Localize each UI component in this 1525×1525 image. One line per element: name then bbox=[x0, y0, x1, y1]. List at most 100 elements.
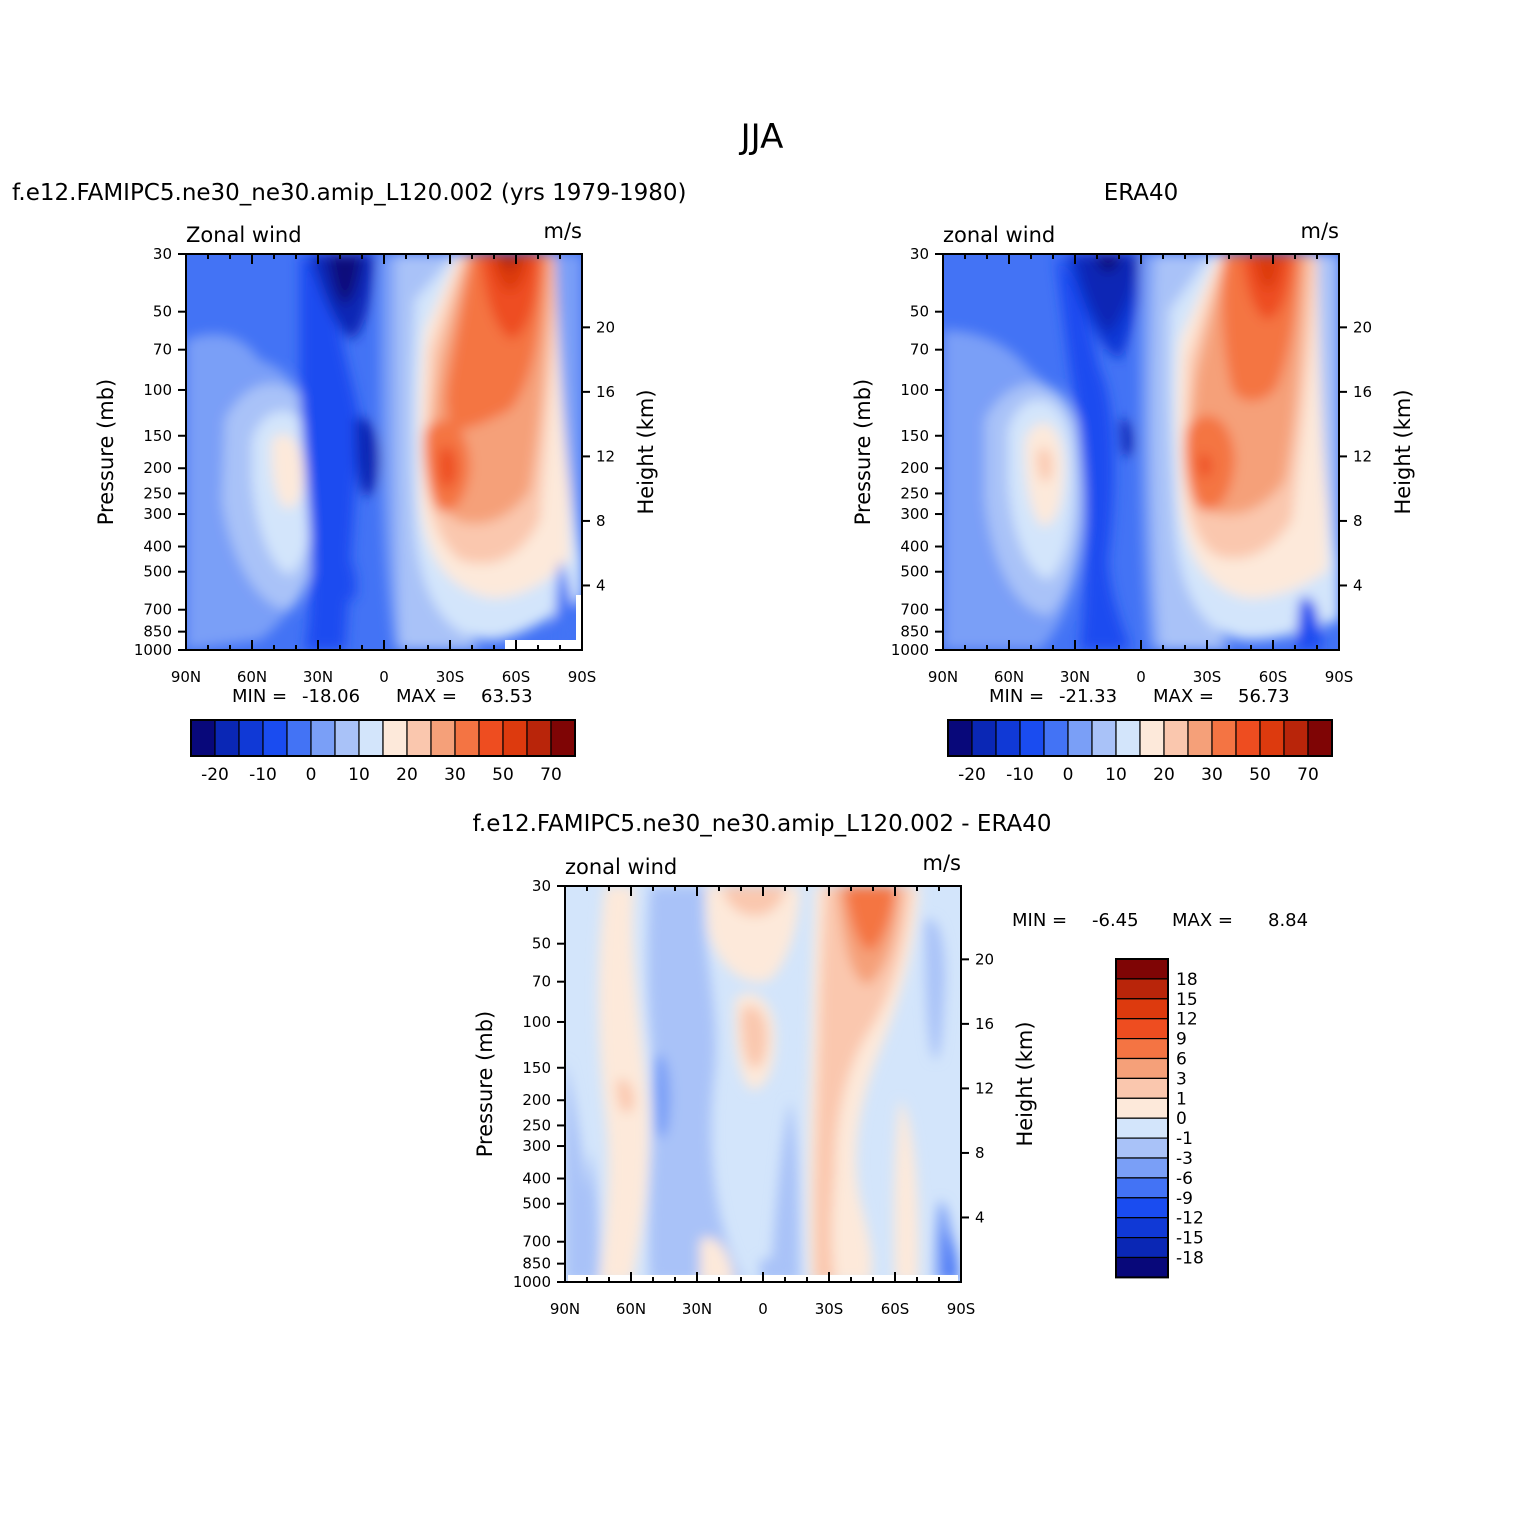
panel-model-min-value: -18.06 bbox=[302, 686, 360, 707]
pressure-tick-label: 150 bbox=[143, 427, 172, 445]
colorbar-swatch bbox=[1115, 1197, 1169, 1219]
colorbar-swatch bbox=[1115, 1137, 1169, 1159]
colorbar-label: -6 bbox=[1176, 1169, 1193, 1189]
height-tick-label: 20 bbox=[975, 950, 994, 968]
panel-model-max-value: 63.53 bbox=[481, 686, 533, 707]
panel-model-min-label: MIN = bbox=[232, 686, 287, 707]
colorbar-label: -3 bbox=[1176, 1149, 1193, 1169]
panel-difference-min-value: -6.45 bbox=[1092, 910, 1139, 931]
panel-model-right-string: m/s bbox=[544, 219, 582, 243]
lat-tick-label: 30N bbox=[1060, 668, 1090, 686]
panel-obs-pressure-label: Pressure (mb) bbox=[851, 379, 875, 526]
colorbar-swatch bbox=[1115, 1117, 1169, 1139]
panel-difference-right-string: m/s bbox=[923, 851, 961, 875]
colorbar-swatch bbox=[1115, 1177, 1169, 1199]
panel-difference-subtitle: f.e12.FAMIPC5.ne30_ne30.amip_L120.002 - … bbox=[472, 811, 1051, 837]
panel-obs-colorbar: -20 -10 0 10 20 30 50 70 bbox=[947, 719, 1333, 785]
colorbar-swatch bbox=[1139, 719, 1165, 757]
panel-model: f.e12.FAMIPC5.ne30_ne30.amip_L120.002 (y… bbox=[12, 180, 687, 785]
pressure-tick-label: 200 bbox=[143, 459, 172, 477]
colorbar-label: 15 bbox=[1176, 990, 1198, 1010]
colorbar-label: 18 bbox=[1176, 970, 1198, 990]
pressure-tick-label: 200 bbox=[522, 1091, 551, 1109]
height-tick-label: 16 bbox=[1353, 383, 1372, 401]
lat-tick-label: 60N bbox=[616, 1300, 646, 1318]
panel-model-subtitle: f.e12.FAMIPC5.ne30_ne30.amip_L120.002 (y… bbox=[12, 180, 687, 206]
panel-model-colorbar: -20 -10 0 10 20 30 50 70 bbox=[190, 719, 576, 785]
colorbar-label: 50 bbox=[1249, 765, 1271, 785]
pressure-tick-label: 100 bbox=[143, 381, 172, 399]
colorbar-swatch bbox=[550, 719, 576, 757]
panel-difference-max-value: 8.84 bbox=[1268, 910, 1308, 931]
colorbar-swatch bbox=[1115, 1236, 1169, 1259]
colorbar-swatch bbox=[286, 719, 312, 757]
colorbar-label: 30 bbox=[444, 765, 466, 785]
colorbar-swatch bbox=[214, 719, 240, 757]
pressure-tick-label: 30 bbox=[910, 245, 929, 263]
pressure-tick-label: 50 bbox=[153, 303, 172, 321]
colorbar-label: 50 bbox=[492, 765, 514, 785]
panel-obs-height-label: Height (km) bbox=[1391, 389, 1415, 514]
lat-tick-label: 60S bbox=[881, 1300, 910, 1318]
colorbar-swatch bbox=[971, 719, 997, 757]
colorbar-label: -15 bbox=[1176, 1229, 1204, 1249]
colorbar-swatch bbox=[1235, 719, 1261, 757]
colorbar-swatch bbox=[1115, 1057, 1169, 1079]
lat-tick-label: 30S bbox=[1193, 668, 1222, 686]
colorbar-swatch bbox=[1067, 719, 1093, 757]
panel-model-pressure-label: Pressure (mb) bbox=[94, 379, 118, 526]
panel-obs-subtitle: ERA40 bbox=[1104, 180, 1179, 206]
colorbar-swatch bbox=[1259, 719, 1285, 757]
pressure-tick-label: 250 bbox=[143, 484, 172, 502]
pressure-tick-label: 70 bbox=[910, 341, 929, 359]
colorbar-label: -20 bbox=[201, 765, 229, 785]
colorbar-swatch bbox=[1115, 1077, 1169, 1099]
colorbar-swatch bbox=[1115, 958, 1169, 980]
pressure-tick-label: 150 bbox=[522, 1059, 551, 1077]
colorbar-swatch bbox=[1187, 719, 1213, 757]
colorbar-label: -12 bbox=[1176, 1209, 1204, 1229]
colorbar-border bbox=[947, 719, 1333, 757]
pressure-tick-label: 700 bbox=[900, 601, 929, 619]
panel-obs-min-label: MIN = bbox=[989, 686, 1044, 707]
colorbar-swatch bbox=[502, 719, 528, 757]
pressure-tick-label: 100 bbox=[900, 381, 929, 399]
colorbar-label: 30 bbox=[1201, 765, 1223, 785]
pressure-tick-label: 400 bbox=[900, 538, 929, 556]
panel-model-max-label: MAX = bbox=[396, 686, 457, 707]
lat-tick-label: 60N bbox=[994, 668, 1024, 686]
colorbar-swatch bbox=[1115, 719, 1141, 757]
panel-obs-right-string: m/s bbox=[1301, 219, 1339, 243]
colorbar-label: 0 bbox=[1063, 765, 1074, 785]
colorbar-swatch bbox=[1211, 719, 1237, 757]
figure-title: JJA bbox=[739, 117, 784, 157]
lat-tick-label: 90N bbox=[928, 668, 958, 686]
colorbar-label: 9 bbox=[1176, 1030, 1187, 1050]
colorbar-swatch bbox=[1115, 1018, 1169, 1040]
lat-tick-label: 0 bbox=[379, 668, 389, 686]
pressure-tick-label: 200 bbox=[900, 459, 929, 477]
colorbar-label: 20 bbox=[1153, 765, 1175, 785]
lat-tick-label: 90S bbox=[947, 1300, 976, 1318]
pressure-tick-label: 300 bbox=[143, 505, 172, 523]
colorbar-swatch bbox=[1115, 1217, 1169, 1239]
colorbar-label: 3 bbox=[1176, 1069, 1187, 1089]
panel-difference-min-label: MIN = bbox=[1012, 910, 1067, 931]
lat-tick-label: 30S bbox=[815, 1300, 844, 1318]
colorbar-swatch bbox=[478, 719, 504, 757]
pressure-tick-label: 30 bbox=[532, 877, 551, 895]
colorbar-label: 20 bbox=[396, 765, 418, 785]
colorbar-swatch bbox=[382, 719, 408, 757]
colorbar-swatch bbox=[1307, 719, 1333, 757]
colorbar-label: 70 bbox=[1297, 765, 1319, 785]
colorbar-swatch bbox=[947, 719, 973, 757]
colorbar-swatch bbox=[1115, 998, 1169, 1020]
lat-tick-label: 30N bbox=[303, 668, 333, 686]
pressure-tick-label: 70 bbox=[532, 973, 551, 991]
height-tick-label: 16 bbox=[975, 1015, 994, 1033]
colorbar-label: -10 bbox=[1006, 765, 1034, 785]
colorbar-label: 0 bbox=[1176, 1109, 1187, 1129]
